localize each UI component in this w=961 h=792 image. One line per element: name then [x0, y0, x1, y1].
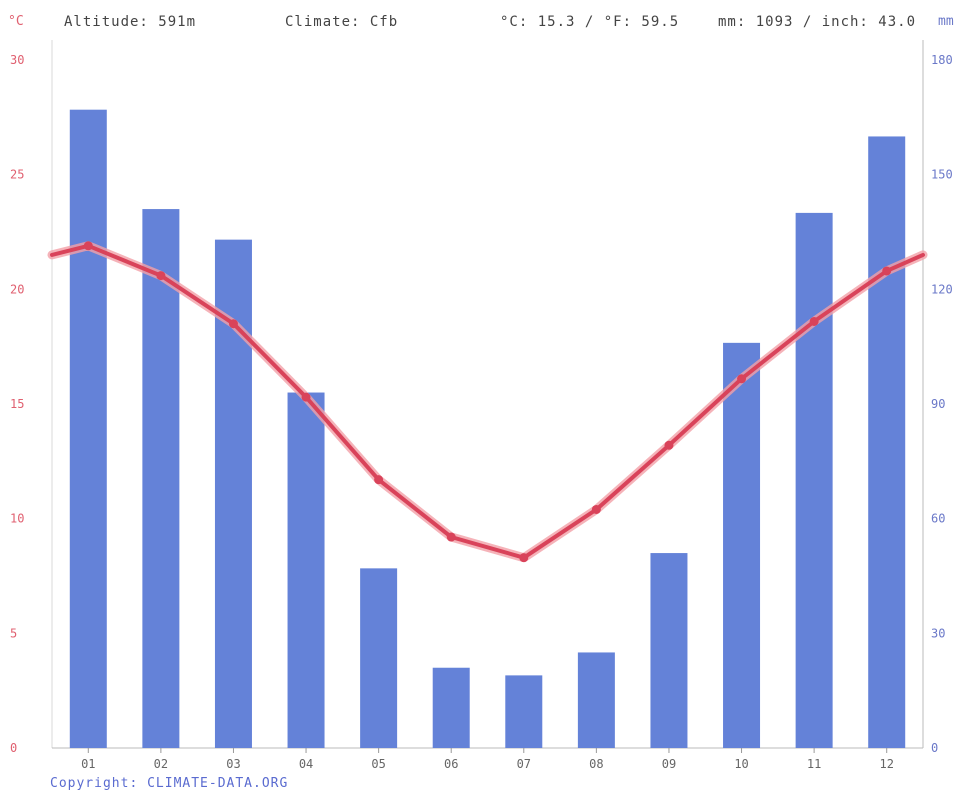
- x-tick-11: 11: [807, 757, 821, 771]
- precip-tick-60: 60: [931, 512, 945, 526]
- temp-point-03: [228, 319, 238, 329]
- precip-bar-06: [432, 667, 470, 748]
- temp-point-10: [737, 374, 747, 384]
- x-tick-05: 05: [371, 757, 385, 771]
- x-tick-08: 08: [589, 757, 603, 771]
- temp-point-05: [374, 475, 384, 485]
- precip-bar-08: [577, 652, 615, 748]
- precip-bar-04: [287, 392, 325, 748]
- temp-tick-10: 10: [10, 512, 24, 526]
- copyright-text: Copyright: CLIMATE-DATA.ORG: [50, 776, 289, 791]
- x-tick-01: 01: [81, 757, 95, 771]
- precip-bar-05: [360, 568, 398, 748]
- precip-bar-09: [650, 553, 688, 748]
- temp-tick-25: 25: [10, 168, 24, 182]
- temp-point-04: [301, 392, 311, 402]
- temp-point-08: [591, 504, 601, 514]
- temp-point-12: [882, 266, 892, 276]
- temp-tick-15: 15: [10, 397, 24, 411]
- precipitation-bars: [69, 109, 906, 749]
- temp-point-07: [519, 553, 529, 563]
- precip-tick-90: 90: [931, 397, 945, 411]
- temp-tick-0: 0: [10, 741, 17, 755]
- precip-bar-12: [868, 136, 906, 748]
- climate-label: Climate: Cfb: [285, 14, 399, 30]
- temperature-line: [47, 241, 928, 563]
- temp-point-09: [664, 440, 674, 450]
- temp-point-01: [83, 241, 93, 251]
- temp-axis-unit: °C: [8, 14, 24, 29]
- temperature-stats: °C: 15.3 / °F: 59.5: [500, 14, 680, 30]
- precip-tick-180: 180: [931, 53, 953, 67]
- temp-line-glow: [47, 241, 928, 563]
- precip-tick-150: 150: [931, 168, 953, 182]
- x-tick-03: 03: [226, 757, 240, 771]
- x-tick-06: 06: [444, 757, 458, 771]
- precip-tick-120: 120: [931, 282, 953, 296]
- temp-point-06: [446, 532, 456, 542]
- precip-bar-01: [69, 109, 107, 748]
- x-tick-02: 02: [154, 757, 168, 771]
- precip-tick-0: 0: [931, 741, 938, 755]
- chart-frame: [51, 40, 924, 749]
- x-tick-04: 04: [299, 757, 313, 771]
- temp-line-path: [50, 243, 925, 560]
- altitude-label: Altitude: 591m: [64, 14, 197, 30]
- precip-axis-unit: mm: [938, 14, 954, 29]
- temp-tick-5: 5: [10, 626, 17, 640]
- temp-point-11: [809, 316, 819, 326]
- x-tick-09: 09: [662, 757, 676, 771]
- x-tick-12: 12: [879, 757, 893, 771]
- precip-bar-10: [723, 342, 761, 748]
- precip-tick-30: 30: [931, 626, 945, 640]
- temp-tick-20: 20: [10, 282, 24, 296]
- x-tick-07: 07: [517, 757, 531, 771]
- temp-point-02: [156, 271, 166, 281]
- precip-bar-07: [505, 675, 543, 748]
- x-tick-10: 10: [734, 757, 748, 771]
- precip-bar-11: [795, 212, 833, 748]
- precip-bar-02: [142, 209, 180, 749]
- temp-tick-30: 30: [10, 53, 24, 67]
- precipitation-stats: mm: 1093 / inch: 43.0: [718, 14, 917, 30]
